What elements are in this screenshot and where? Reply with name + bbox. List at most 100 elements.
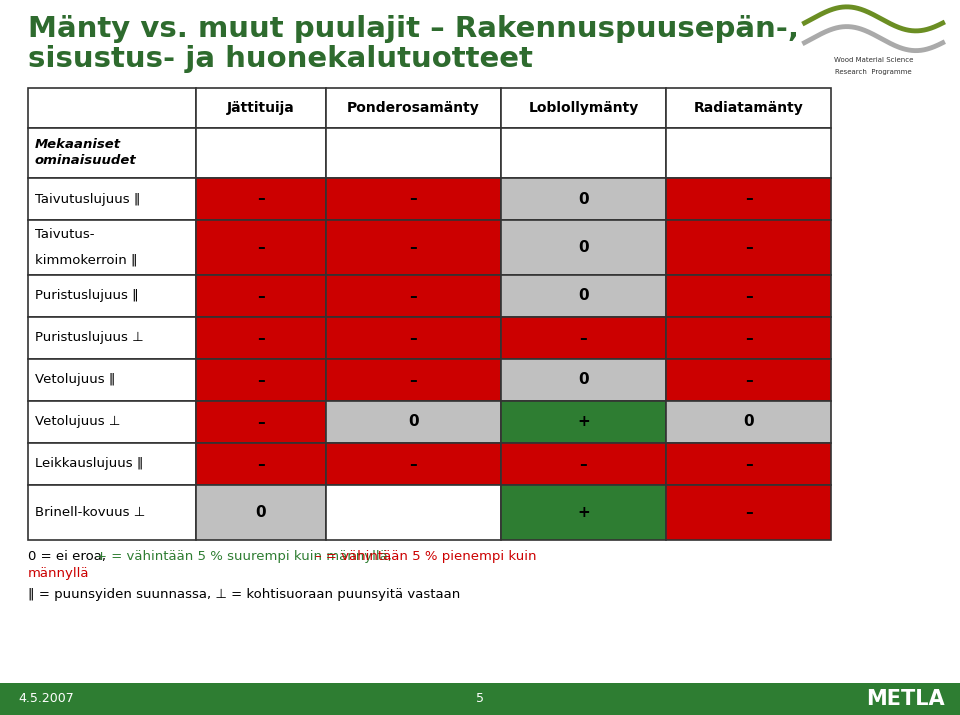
Text: Puristuslujuus ‖: Puristuslujuus ‖ xyxy=(35,290,139,302)
Bar xyxy=(326,317,501,359)
Text: –: – xyxy=(745,288,753,303)
Text: 0: 0 xyxy=(408,415,419,430)
Bar xyxy=(196,485,326,540)
Text: –: – xyxy=(745,373,753,388)
Bar xyxy=(666,401,831,443)
Bar xyxy=(196,88,326,128)
Text: –: – xyxy=(257,330,265,345)
Text: – = vähintään 5 % pienempi kuin: – = vähintään 5 % pienempi kuin xyxy=(316,550,537,563)
Bar xyxy=(666,485,831,540)
Text: Brinell-kovuus ⊥: Brinell-kovuus ⊥ xyxy=(35,506,145,519)
Bar xyxy=(28,401,196,443)
Bar xyxy=(28,443,196,485)
Bar xyxy=(666,88,831,128)
Bar xyxy=(501,178,666,220)
Text: Jättituija: Jättituija xyxy=(228,101,295,115)
Text: –: – xyxy=(410,192,418,207)
Bar xyxy=(326,359,501,401)
Bar xyxy=(0,683,960,715)
Bar xyxy=(196,128,326,178)
Text: –: – xyxy=(257,240,265,255)
Text: –: – xyxy=(257,373,265,388)
Text: –: – xyxy=(580,456,588,471)
Text: Wood Material Science: Wood Material Science xyxy=(834,56,913,63)
Bar xyxy=(326,443,501,485)
Text: –: – xyxy=(410,240,418,255)
Bar xyxy=(666,359,831,401)
Bar xyxy=(326,88,501,128)
Text: –: – xyxy=(410,456,418,471)
Text: 5: 5 xyxy=(476,693,484,706)
Text: Mekaaniset: Mekaaniset xyxy=(35,138,121,151)
Text: +: + xyxy=(577,415,589,430)
Bar xyxy=(196,178,326,220)
Text: Radiatamänty: Radiatamänty xyxy=(694,101,804,115)
Text: Mänty vs. muut puulajit – Rakennuspuusepän-,: Mänty vs. muut puulajit – Rakennuspuusep… xyxy=(28,15,799,43)
Text: ominaisuudet: ominaisuudet xyxy=(35,154,136,167)
Text: Loblollymänty: Loblollymänty xyxy=(528,101,638,115)
Bar xyxy=(196,401,326,443)
Text: 0: 0 xyxy=(255,505,266,520)
Text: –: – xyxy=(257,288,265,303)
Text: Research  Programme: Research Programme xyxy=(835,69,912,74)
Text: männyllä: männyllä xyxy=(28,567,89,580)
Bar xyxy=(326,485,501,540)
Text: + = vähintään 5 % suurempi kuin männyllä,: + = vähintään 5 % suurempi kuin männyllä… xyxy=(96,550,396,563)
Text: –: – xyxy=(745,330,753,345)
Bar xyxy=(501,275,666,317)
Bar xyxy=(501,220,666,275)
Text: –: – xyxy=(410,288,418,303)
Text: 0: 0 xyxy=(578,288,588,303)
Bar xyxy=(666,220,831,275)
Text: METLA: METLA xyxy=(866,689,945,709)
Bar xyxy=(501,88,666,128)
Bar xyxy=(326,275,501,317)
Bar xyxy=(28,359,196,401)
Bar xyxy=(196,220,326,275)
Text: 0: 0 xyxy=(578,240,588,255)
Bar xyxy=(666,275,831,317)
Text: Ponderosamänty: Ponderosamänty xyxy=(348,101,480,115)
Text: Taivutuslujuus ‖: Taivutuslujuus ‖ xyxy=(35,192,140,205)
Text: –: – xyxy=(257,415,265,430)
Text: –: – xyxy=(410,330,418,345)
Bar xyxy=(28,275,196,317)
Bar xyxy=(666,178,831,220)
Bar xyxy=(196,317,326,359)
Bar xyxy=(326,178,501,220)
Bar xyxy=(196,275,326,317)
Bar xyxy=(501,443,666,485)
Bar xyxy=(501,401,666,443)
Bar xyxy=(196,443,326,485)
Text: 0 = ei eroa,: 0 = ei eroa, xyxy=(28,550,110,563)
Text: Vetolujuus ⊥: Vetolujuus ⊥ xyxy=(35,415,120,428)
Text: –: – xyxy=(257,192,265,207)
Bar xyxy=(666,128,831,178)
Bar xyxy=(326,401,501,443)
Bar xyxy=(501,485,666,540)
Bar xyxy=(28,88,196,128)
Text: sisustus- ja huonekalutuotteet: sisustus- ja huonekalutuotteet xyxy=(28,45,533,73)
Bar xyxy=(28,178,196,220)
Bar xyxy=(28,220,196,275)
Bar xyxy=(326,220,501,275)
Text: +: + xyxy=(577,505,589,520)
Text: 0: 0 xyxy=(578,192,588,207)
Bar xyxy=(501,128,666,178)
Text: kimmokerroin ‖: kimmokerroin ‖ xyxy=(35,253,137,266)
Bar xyxy=(666,443,831,485)
Text: –: – xyxy=(745,240,753,255)
Text: –: – xyxy=(257,456,265,471)
Bar xyxy=(666,317,831,359)
Text: Taivutus-: Taivutus- xyxy=(35,228,94,242)
Bar xyxy=(501,317,666,359)
Text: –: – xyxy=(410,373,418,388)
Text: 0: 0 xyxy=(578,373,588,388)
Text: –: – xyxy=(580,330,588,345)
Text: –: – xyxy=(745,192,753,207)
Text: Leikkauslujuus ‖: Leikkauslujuus ‖ xyxy=(35,458,143,470)
Bar xyxy=(28,128,196,178)
Bar xyxy=(28,485,196,540)
Text: Puristuslujuus ⊥: Puristuslujuus ⊥ xyxy=(35,332,144,345)
Text: –: – xyxy=(745,456,753,471)
